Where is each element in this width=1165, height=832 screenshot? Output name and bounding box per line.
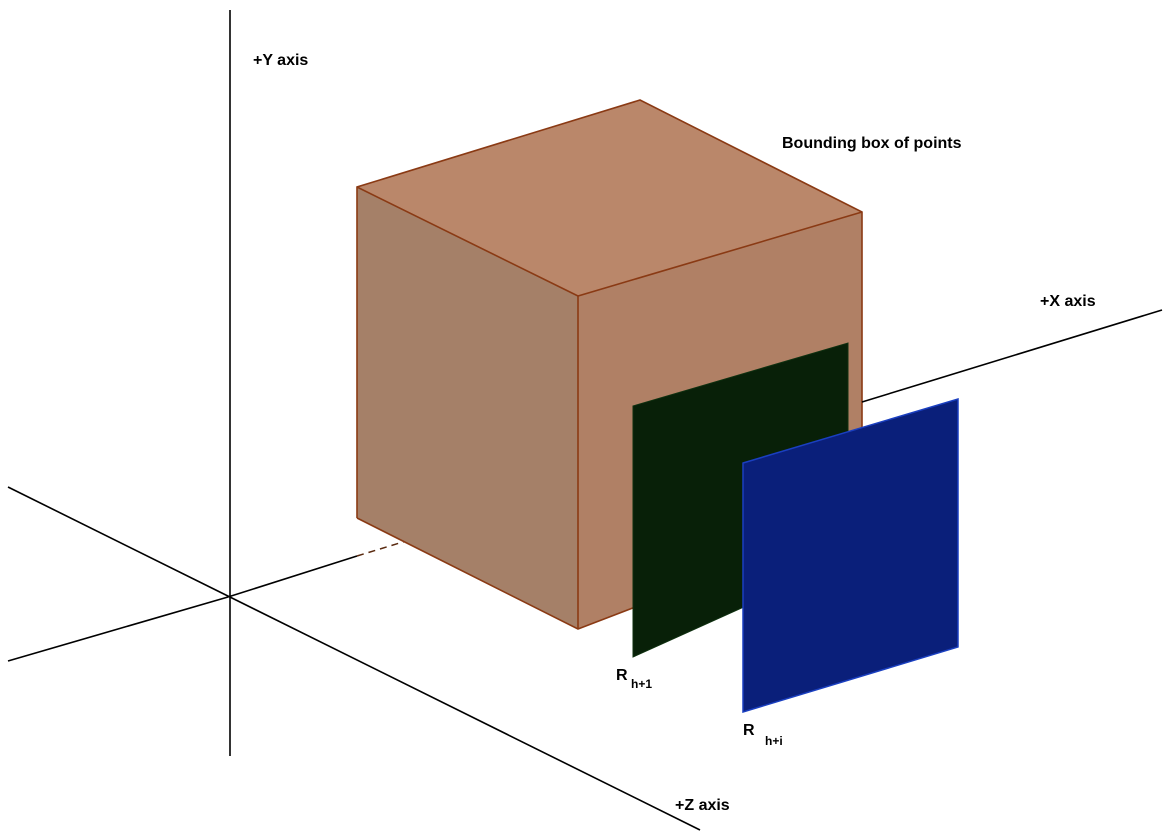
x-axis-negative xyxy=(7,596,229,662)
x-axis-label: +X axis xyxy=(1040,293,1096,310)
x-axis-back xyxy=(227,555,358,598)
plane-r-hi-subscript: h+i xyxy=(765,734,783,748)
z-axis-label: +Z axis xyxy=(675,797,730,814)
z-axis xyxy=(7,486,701,831)
y-axis-label: +Y axis xyxy=(253,52,308,69)
bounding-box-label: Bounding box of points xyxy=(782,135,962,152)
plane-r-h1-label: R xyxy=(616,667,628,684)
plane-r-hi-label: R xyxy=(743,722,755,739)
box-front-left-face xyxy=(357,187,578,629)
x-axis-front xyxy=(861,309,1163,403)
plane-r-h1-subscript: h+1 xyxy=(631,677,652,691)
plane-r-hi xyxy=(742,397,959,714)
